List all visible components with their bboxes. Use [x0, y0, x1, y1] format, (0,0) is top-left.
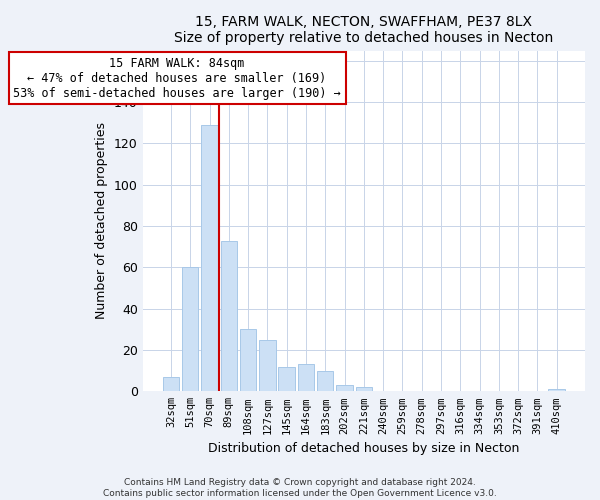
Bar	[317, 370, 334, 392]
Bar	[182, 268, 199, 392]
Text: Contains HM Land Registry data © Crown copyright and database right 2024.
Contai: Contains HM Land Registry data © Crown c…	[103, 478, 497, 498]
Bar	[548, 389, 565, 392]
Bar	[259, 340, 275, 392]
X-axis label: Distribution of detached houses by size in Necton: Distribution of detached houses by size …	[208, 442, 520, 455]
Title: 15, FARM WALK, NECTON, SWAFFHAM, PE37 8LX
Size of property relative to detached : 15, FARM WALK, NECTON, SWAFFHAM, PE37 8L…	[174, 15, 553, 45]
Bar	[163, 377, 179, 392]
Y-axis label: Number of detached properties: Number of detached properties	[95, 122, 109, 320]
Text: 15 FARM WALK: 84sqm
← 47% of detached houses are smaller (169)
53% of semi-detac: 15 FARM WALK: 84sqm ← 47% of detached ho…	[13, 56, 341, 100]
Bar	[278, 366, 295, 392]
Bar	[202, 125, 218, 392]
Bar	[298, 364, 314, 392]
Bar	[356, 387, 372, 392]
Bar	[337, 385, 353, 392]
Bar	[221, 240, 237, 392]
Bar	[240, 330, 256, 392]
